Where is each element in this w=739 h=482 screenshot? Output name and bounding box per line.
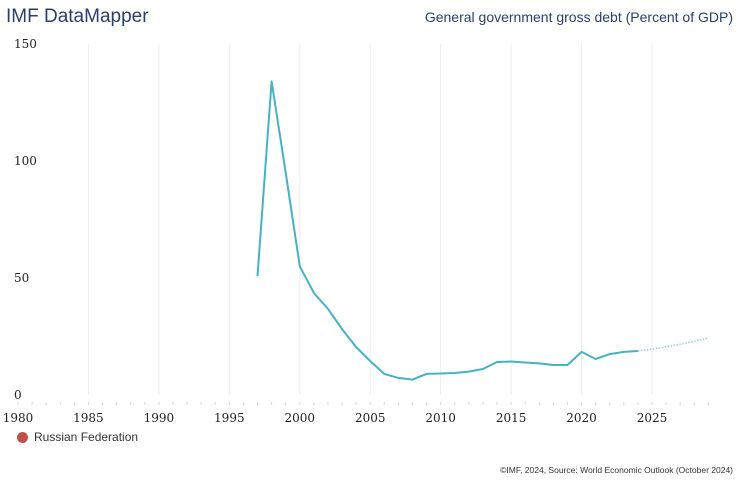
x-tick-label: 1985 xyxy=(73,411,104,425)
data-point[interactable] xyxy=(550,362,556,368)
data-point[interactable] xyxy=(593,356,599,362)
x-tick-label: 2020 xyxy=(566,411,597,425)
projection-line[interactable] xyxy=(637,337,709,352)
y-tick-label: 100 xyxy=(14,154,37,168)
data-point[interactable] xyxy=(255,273,261,279)
data-point[interactable] xyxy=(691,338,697,344)
data-point[interactable] xyxy=(508,359,514,365)
data-point[interactable] xyxy=(409,377,415,383)
legend-color-dot-icon xyxy=(17,431,28,443)
series-line[interactable] xyxy=(256,80,638,381)
x-tick-label: 1990 xyxy=(144,411,175,425)
data-point[interactable] xyxy=(367,358,373,364)
data-point[interactable] xyxy=(283,170,289,176)
data-point[interactable] xyxy=(269,78,275,84)
data-point[interactable] xyxy=(564,362,570,368)
y-tick-label: 150 xyxy=(14,37,37,51)
source-footnote: ©IMF, 2024, Source: World Economic Outlo… xyxy=(500,465,733,475)
data-point[interactable] xyxy=(395,375,401,381)
data-point[interactable] xyxy=(424,371,430,377)
data-point[interactable] xyxy=(297,263,303,269)
data-point[interactable] xyxy=(325,306,331,312)
legend-label: Russian Federation xyxy=(34,430,139,444)
data-point[interactable] xyxy=(635,348,641,354)
legend-item[interactable]: Russian Federation xyxy=(17,430,138,444)
x-tick-label: 1995 xyxy=(214,411,245,425)
data-point[interactable] xyxy=(677,341,683,347)
data-point[interactable] xyxy=(705,335,711,341)
y-tick-label: 50 xyxy=(14,271,29,285)
data-point[interactable] xyxy=(311,290,317,296)
x-tick-label: 2015 xyxy=(496,411,527,425)
data-point[interactable] xyxy=(621,349,627,355)
data-point[interactable] xyxy=(353,344,359,350)
data-point[interactable] xyxy=(438,370,444,376)
y-tick-label: 0 xyxy=(14,388,22,402)
data-point[interactable] xyxy=(339,326,345,332)
data-point[interactable] xyxy=(663,344,669,350)
data-point[interactable] xyxy=(579,349,585,355)
data-point[interactable] xyxy=(452,370,458,376)
chart-title: General government gross debt (Percent o… xyxy=(424,9,733,25)
x-tick-label: 1980 xyxy=(3,411,34,425)
x-tick-label: 2000 xyxy=(285,411,316,425)
x-tick-label: 2005 xyxy=(355,411,386,425)
data-point[interactable] xyxy=(381,371,387,377)
brand-logo-text[interactable]: IMF DataMapper xyxy=(6,6,149,27)
data-point[interactable] xyxy=(522,359,528,365)
data-point[interactable] xyxy=(494,359,500,365)
x-tick-label: 2025 xyxy=(637,411,668,425)
x-tick-label: 2010 xyxy=(425,411,456,425)
data-point[interactable] xyxy=(536,360,542,366)
data-point[interactable] xyxy=(607,351,613,357)
data-point[interactable] xyxy=(480,366,486,372)
data-point[interactable] xyxy=(466,369,472,375)
data-point[interactable] xyxy=(649,346,655,352)
